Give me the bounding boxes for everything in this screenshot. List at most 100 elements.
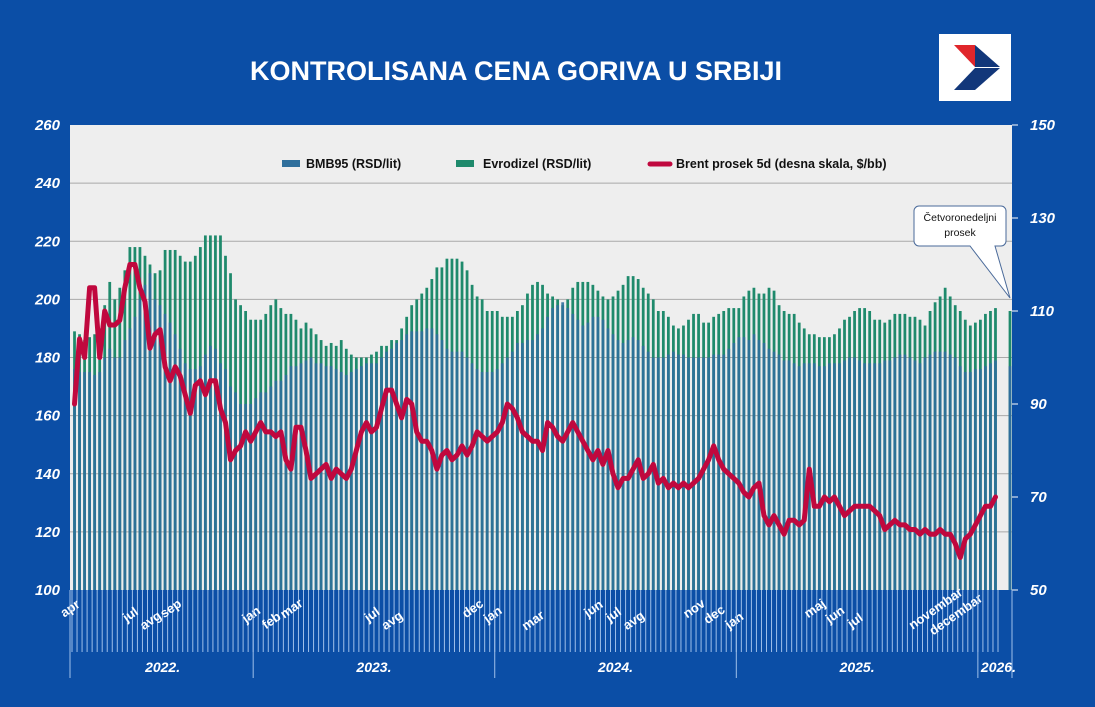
bmb95-bar: [531, 340, 534, 590]
bmb95-bar: [692, 357, 695, 590]
right-axis: 150 130 110 90 70 50: [1012, 117, 1056, 599]
bmb95-bar: [219, 363, 222, 590]
bmb95-bar: [661, 357, 665, 590]
month-label: jan: [238, 603, 263, 627]
bmb95-bar: [143, 284, 147, 590]
bmb95-bar: [128, 328, 132, 590]
bmb95-bar: [802, 363, 806, 590]
bmb95-bar: [460, 351, 464, 590]
bmb95-bar: [455, 351, 459, 590]
bmb95-bar: [863, 363, 867, 590]
bmb95-bar: [163, 313, 167, 590]
left-tick-label: 220: [34, 233, 61, 250]
bmb95-bar: [349, 372, 353, 590]
right-tick-label: 130: [1030, 210, 1056, 227]
bmb95-bar: [259, 392, 263, 590]
bmb95-bar: [878, 363, 882, 590]
bmb95-bar: [817, 366, 821, 590]
bmb95-bar: [395, 342, 398, 590]
callout-line1: Četvoronedeljni: [924, 211, 997, 224]
bmb95-bar: [203, 354, 207, 590]
logo-red-triangle: [954, 45, 975, 67]
bmb95-bar: [375, 363, 378, 590]
bmb95-bar: [777, 354, 781, 590]
bmb95-bar: [385, 351, 388, 590]
right-tick-label: 50: [1030, 582, 1047, 599]
bmb95-bar: [913, 360, 917, 590]
bmb95-bar: [581, 325, 585, 590]
callout-line2: prosek: [944, 227, 976, 239]
bmb95-bar: [470, 363, 474, 590]
month-label: mar: [519, 607, 547, 633]
bmb95-bar: [666, 354, 670, 590]
bmb95-bar: [319, 363, 323, 590]
bmb95-bar: [848, 357, 851, 590]
left-tick-label: 160: [35, 408, 61, 425]
bmb95-bar: [334, 369, 338, 590]
bmb95-bar: [561, 302, 565, 590]
legend-bmb95: BMB95 (RSD/lit): [306, 157, 401, 171]
bmb95-bar: [672, 351, 675, 590]
bmb95-bar: [98, 372, 102, 590]
bmb95-bar: [812, 363, 816, 590]
bmb95-bar: [183, 363, 187, 590]
right-tick-label: 150: [1030, 117, 1056, 134]
bmb95-bar: [254, 398, 258, 590]
left-tick-label: 200: [34, 291, 61, 308]
bmb95-bar: [541, 328, 544, 590]
bmb95-bar: [249, 404, 253, 590]
bmb95-bar: [717, 354, 721, 590]
year-label: 2022.: [144, 659, 180, 675]
bmb95-bar: [933, 351, 937, 590]
bmb95-bar: [264, 392, 268, 590]
bmb95-bar: [239, 404, 242, 590]
bmb95-bar: [113, 357, 117, 590]
bmb95-bar: [571, 313, 575, 590]
legend-swatch-evrodizel: [456, 160, 474, 167]
bmb95-bar: [505, 357, 509, 590]
right-tick-label: 90: [1030, 396, 1047, 413]
bmb95-bar: [415, 331, 419, 590]
bmb95-bar: [979, 369, 982, 590]
bmb95-bar: [762, 342, 766, 590]
bmb95-bar: [365, 363, 368, 590]
bmb95-bar: [108, 348, 112, 590]
bmb95-bar: [73, 369, 76, 590]
bmb95-bar: [304, 360, 308, 590]
bmb95-bar: [510, 351, 514, 590]
bmb95-bar: [797, 366, 801, 590]
month-label: mar: [277, 595, 305, 621]
bmb95-bar: [133, 316, 137, 590]
legend-evrodizel: Evrodizel (RSD/lit): [483, 157, 591, 171]
left-tick-label: 140: [35, 466, 61, 483]
bmb95-bar: [989, 363, 992, 590]
bmb95-bar: [888, 360, 892, 590]
legend-brent: Brent prosek 5d (desna skala, $/bb): [676, 157, 887, 171]
bmb95-bar: [234, 392, 237, 590]
bmb95-bar: [787, 360, 791, 590]
logo-blue-left: [954, 68, 975, 90]
bmb95-bar: [354, 369, 358, 590]
bmb95-bar: [712, 354, 716, 590]
bmb95-bar: [178, 348, 182, 590]
bmb95-bar: [344, 374, 348, 590]
bmb95-bar: [747, 340, 751, 590]
bmb95-bar: [732, 342, 736, 590]
bmb95-bar: [586, 322, 590, 590]
bmb95-bar: [828, 363, 831, 590]
left-tick-label: 180: [35, 350, 61, 367]
bmb95-bar: [687, 357, 690, 590]
bmb95-bar: [938, 351, 942, 590]
logo-blue-right: [975, 68, 1000, 90]
bmb95-bar: [782, 360, 786, 590]
bmb95-bar: [445, 348, 449, 590]
bmb95-bar: [229, 386, 232, 590]
bmb95-bar: [324, 366, 328, 590]
bmb95-bar: [485, 372, 489, 590]
bmb95-bar: [269, 386, 273, 590]
bmb95-bar: [893, 357, 897, 590]
bmb95-bar: [138, 299, 142, 590]
legend-swatch-bmb95: [282, 160, 300, 167]
logo-blue-upper: [975, 45, 1000, 67]
